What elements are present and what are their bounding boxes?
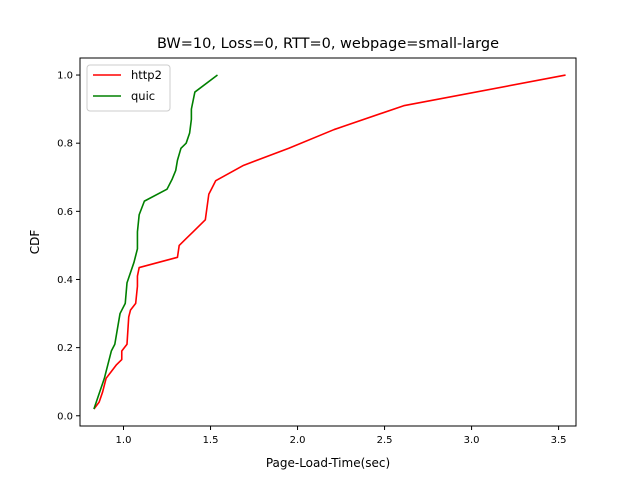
x-tick-label: 2.0 (290, 435, 306, 446)
x-tick-label: 1.5 (203, 435, 219, 446)
y-tick-label: 0.6 (57, 207, 73, 218)
x-tick-label: 1.0 (116, 435, 132, 446)
y-tick-label: 0.4 (57, 275, 73, 286)
y-axis: 0.0 0.2 0.4 0.6 0.8 1.0 (57, 71, 80, 422)
y-tick-label: 0.8 (57, 139, 73, 150)
y-axis-label: CDF (28, 230, 42, 255)
series-line-quic (93, 74, 218, 410)
legend-box (86, 64, 171, 112)
y-tick-label: 1.0 (57, 71, 73, 82)
legend: http2 quic (86, 64, 171, 112)
legend-label-quic: quic (131, 89, 155, 103)
x-axis-label: Page-Load-Time(sec) (266, 456, 390, 470)
x-tick-label: 3.0 (464, 435, 480, 446)
y-tick-label: 0.2 (57, 343, 73, 354)
series-line-http2 (93, 74, 566, 410)
series-layer (93, 74, 566, 410)
chart-title: BW=10, Loss=0, RTT=0, webpage=small-larg… (157, 36, 499, 52)
x-tick-label: 3.5 (551, 435, 567, 446)
plot-frame (79, 57, 577, 427)
x-axis: 1.0 1.5 2.0 2.5 3.0 3.5 (116, 426, 567, 446)
y-tick-label: 0.0 (57, 411, 73, 422)
legend-label-http2: http2 (131, 68, 162, 82)
x-tick-label: 2.5 (377, 435, 393, 446)
